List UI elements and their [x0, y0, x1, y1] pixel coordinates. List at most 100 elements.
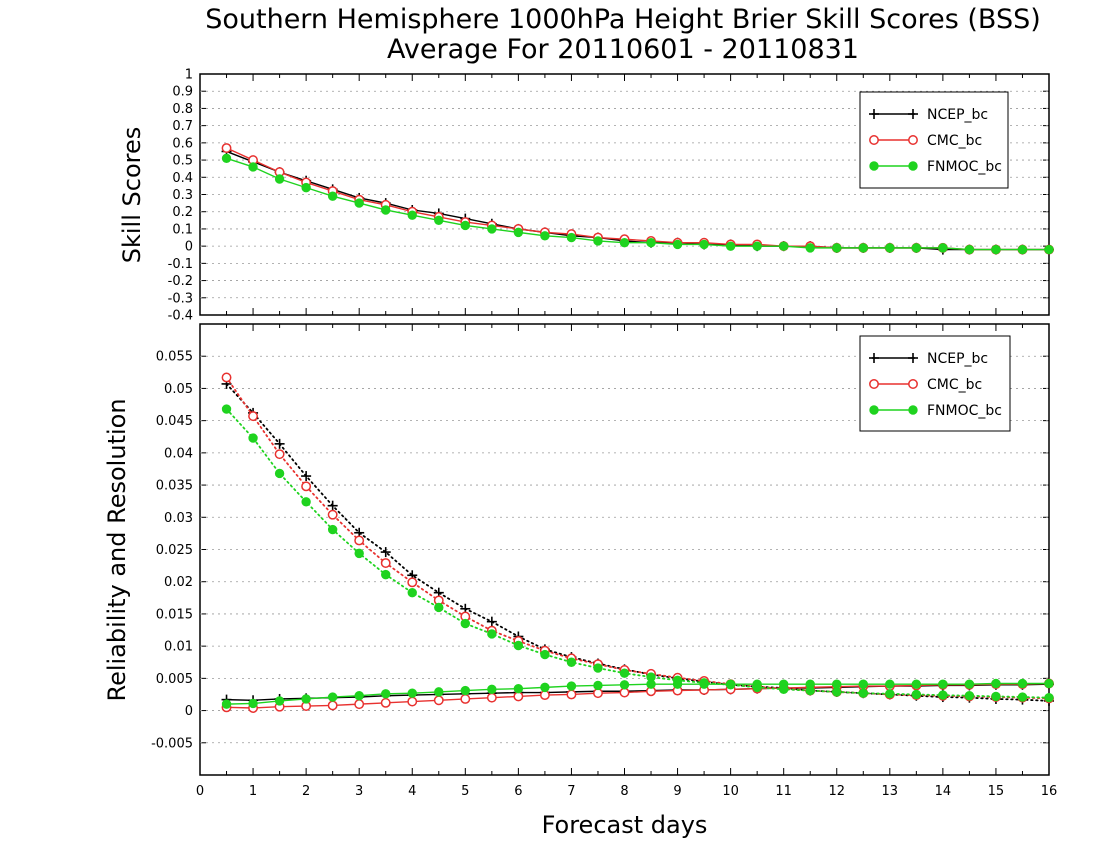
- data-point-FNMOC_bc: [832, 679, 842, 689]
- y-tick-label: 0.05: [164, 382, 193, 397]
- data-point-FNMOC_bc: [593, 663, 603, 673]
- data-point-FNMOC_bc: [778, 241, 789, 251]
- legend-marker-FNMOC_bc: [908, 161, 918, 171]
- data-point-FNMOC_bc: [805, 685, 815, 696]
- data-point-FNMOC_bc: [858, 243, 868, 253]
- data-point-FNMOC_bc: [938, 690, 948, 700]
- legend-marker-FNMOC_bc: [869, 161, 879, 171]
- y-tick-label: 0.025: [156, 543, 193, 558]
- data-point-CMC_bc: [274, 449, 285, 460]
- data-point-FNMOC_bc: [619, 680, 630, 690]
- data-point-CMC_bc: [380, 697, 391, 708]
- legend-label-NCEP_bc: NCEP_bc: [927, 107, 988, 123]
- legend-label-CMC_bc: CMC_bc: [927, 133, 982, 149]
- x-tick-label: 0: [196, 784, 204, 799]
- data-point-FNMOC_bc: [699, 678, 709, 688]
- series-line-FNMOC_bc-dotted: [225, 408, 1050, 699]
- data-point-FNMOC_bc: [487, 629, 497, 639]
- legend-marker-CMC_bc: [869, 135, 879, 145]
- data-point-FNMOC_bc: [221, 699, 232, 709]
- data-point-CMC_bc: [354, 535, 365, 546]
- y-tick-label: 0.055: [156, 350, 193, 365]
- y-tick-label: 0.015: [156, 607, 193, 622]
- y-tick-label: 0.5: [172, 154, 193, 169]
- legend-marker-FNMOC_bc: [908, 405, 918, 415]
- data-point-FNMOC_bc: [832, 687, 842, 697]
- data-point-CMC_bc: [248, 411, 259, 422]
- data-point-FNMOC_bc: [566, 681, 577, 691]
- data-point-CMC_bc: [539, 690, 550, 701]
- data-point-CMC_bc: [486, 692, 497, 703]
- data-point-FNMOC_bc: [1017, 692, 1028, 702]
- x-tick-label: 16: [1041, 784, 1058, 799]
- chart-title-line1: Southern Hemisphere 1000hPa Height Brier…: [205, 4, 1041, 35]
- data-point-CMC_bc: [433, 695, 444, 706]
- legend-marker-CMC_bc: [908, 379, 918, 389]
- data-point-FNMOC_bc: [619, 668, 630, 678]
- data-point-FNMOC_bc: [248, 698, 258, 709]
- data-point-FNMOC_bc: [725, 241, 736, 251]
- x-tick-label: 8: [620, 784, 628, 799]
- x-tick-label: 9: [673, 784, 681, 799]
- y-tick-label: 0.9: [172, 85, 193, 100]
- series-line-FNMOC_bc-solid: [225, 682, 1050, 705]
- data-point-FNMOC_bc: [301, 182, 311, 193]
- data-point-CMC_bc: [407, 696, 418, 707]
- data-point-FNMOC_bc: [885, 679, 895, 689]
- data-point-FNMOC_bc: [274, 696, 285, 706]
- data-point-FNMOC_bc: [805, 243, 815, 253]
- data-point-FNMOC_bc: [752, 241, 762, 251]
- data-point-FNMOC_bc: [407, 688, 417, 698]
- y-tick-label: -0.4: [168, 309, 193, 324]
- data-point-FNMOC_bc: [301, 694, 311, 704]
- data-point-FNMOC_bc: [672, 239, 683, 250]
- x-tick-label: 14: [935, 784, 952, 799]
- data-point-FNMOC_bc: [248, 162, 258, 172]
- data-point-FNMOC_bc: [1044, 244, 1054, 255]
- data-point-FNMOC_bc: [938, 243, 948, 253]
- y-tick-label: 0.005: [156, 672, 193, 687]
- legend-label-FNMOC_bc: FNMOC_bc: [927, 159, 1002, 175]
- data-point-FNMOC_bc: [1017, 244, 1028, 255]
- x-tick-label: 11: [775, 784, 792, 799]
- data-point-FNMOC_bc: [327, 191, 338, 201]
- data-point-CMC_bc: [327, 509, 338, 520]
- data-point-FNMOC_bc: [991, 691, 1001, 702]
- data-point-FNMOC_bc: [1017, 678, 1028, 689]
- y-tick-label: -0.3: [168, 291, 193, 306]
- y-tick-label: 0.2: [172, 205, 193, 220]
- data-point-CMC_bc: [327, 700, 338, 711]
- x-axis-title: Forecast days: [542, 811, 708, 839]
- legend-label-FNMOC_bc: FNMOC_bc: [927, 403, 1002, 419]
- data-point-FNMOC_bc: [513, 683, 524, 694]
- data-point-FNMOC_bc: [354, 198, 364, 208]
- data-point-FNMOC_bc: [540, 649, 550, 660]
- data-point-FNMOC_bc: [885, 689, 895, 699]
- data-point-FNMOC_bc: [858, 688, 868, 698]
- y-tick-label: 0.03: [164, 511, 193, 526]
- y-tick-label: 1: [185, 68, 193, 83]
- data-point-FNMOC_bc: [832, 243, 842, 253]
- y-tick-label: 0.7: [172, 119, 193, 134]
- data-point-FNMOC_bc: [593, 680, 603, 691]
- y-tick-label: 0.035: [156, 479, 193, 494]
- data-point-FNMOC_bc: [434, 602, 444, 613]
- data-point-FNMOC_bc: [460, 220, 471, 231]
- legend-label-CMC_bc: CMC_bc: [927, 377, 982, 393]
- data-point-FNMOC_bc: [699, 239, 709, 250]
- data-point-FNMOC_bc: [593, 236, 603, 246]
- legend-label-NCEP_bc: NCEP_bc: [927, 351, 988, 367]
- series-line-CMC_bc-dotted: [225, 376, 1050, 700]
- y-tick-label: 0.01: [164, 640, 193, 655]
- y-tick-label: -0.1: [168, 257, 193, 272]
- y-tick-label: 0.6: [172, 136, 193, 151]
- data-point-CMC_bc: [566, 689, 577, 700]
- data-point-FNMOC_bc: [434, 215, 444, 226]
- data-point-FNMOC_bc: [381, 569, 391, 580]
- y-tick-label: 0.3: [172, 188, 193, 203]
- skill-scores-panel: 1 0.9 0.8 0.7 0.6 0.5 0.4 0.3 0.2 0.1 0 -0.1 -0.2 -0.…: [118, 68, 1054, 324]
- x-tick-label: 1: [249, 784, 257, 799]
- legend-marker-FNMOC_bc: [869, 405, 879, 415]
- x-tick-label: 7: [567, 784, 575, 799]
